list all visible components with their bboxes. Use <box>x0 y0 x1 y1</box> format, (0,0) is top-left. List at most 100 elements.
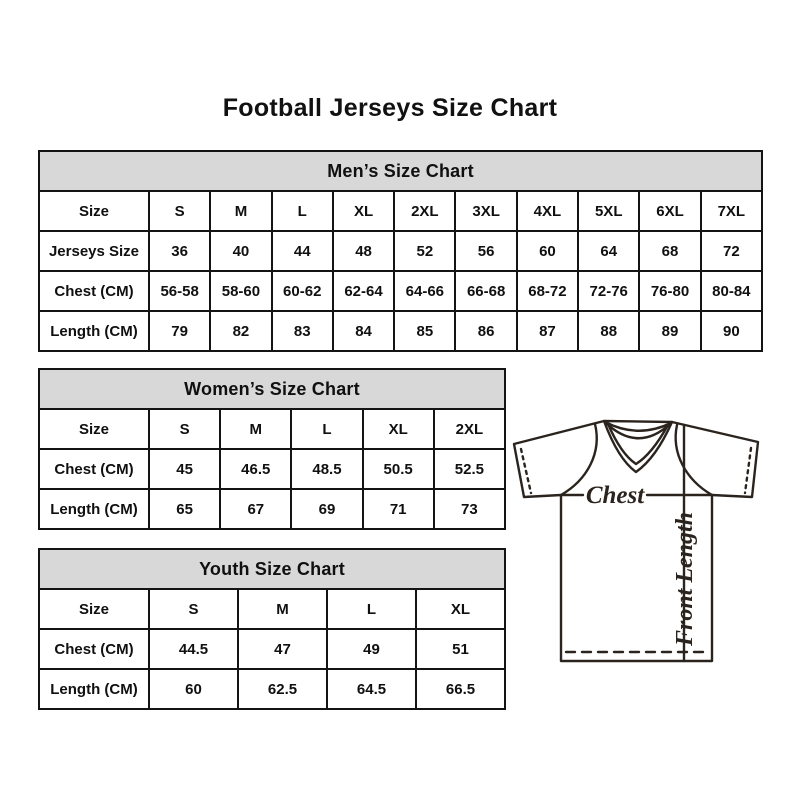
collar-band-arc-1 <box>603 420 673 432</box>
size-value-cell: L <box>326 588 417 630</box>
size-value-cell: L <box>270 190 334 232</box>
table-header-row: Youth Size Chart <box>38 548 506 590</box>
size-value-cell: 48 <box>331 230 396 272</box>
table-row: Jerseys Size 36 40 44 48 52 56 60 64 68 72 <box>38 230 764 272</box>
row-label: Length (CM) <box>38 668 150 710</box>
size-value-cell: 86 <box>454 310 518 352</box>
size-value-cell: 60 <box>515 230 580 272</box>
table-row: Size S M L XL 2XL 3XL 4XL 5XL 6XL 7XL <box>38 190 764 232</box>
size-value-cell: 58-60 <box>209 270 273 312</box>
size-value-cell: 72-76 <box>577 270 641 312</box>
size-value-cell: 82 <box>209 310 273 352</box>
size-value-cell: 89 <box>638 310 702 352</box>
row-label: Chest (CM) <box>38 270 150 312</box>
row-label: Size <box>38 588 150 630</box>
size-value-cell: S <box>147 408 222 450</box>
size-value-cell: 83 <box>270 310 334 352</box>
size-value-cell: 47 <box>237 628 328 670</box>
jersey-diagram-icon: Chest Front Length <box>512 419 760 663</box>
row-label: Jerseys Size <box>38 230 150 272</box>
right-cuff-stitch-dashes <box>743 446 753 495</box>
row-label: Chest (CM) <box>38 628 150 670</box>
womens-table-title: Women’s Size Chart <box>38 368 506 410</box>
size-value-cell: 62-64 <box>331 270 396 312</box>
size-value-cell: M <box>237 588 328 630</box>
size-value-cell: XL <box>331 190 396 232</box>
size-value-cell: 40 <box>209 230 273 272</box>
table-header-row: Men’s Size Chart <box>38 150 763 192</box>
size-value-cell: 3XL <box>454 190 518 232</box>
size-value-cell: 44 <box>270 230 334 272</box>
size-value-cell: 56-58 <box>147 270 212 312</box>
size-value-cell: 80-84 <box>699 270 764 312</box>
row-label: Size <box>38 408 150 450</box>
size-value-cell: XL <box>415 588 506 630</box>
size-value-cell: 60-62 <box>270 270 334 312</box>
mens-table-title: Men’s Size Chart <box>38 150 763 192</box>
size-value-cell: 65 <box>147 488 222 530</box>
table-row: Chest (CM) 44.5 47 49 51 <box>38 628 506 670</box>
youth-size-table: Youth Size Chart Size S M L XL Chest (CM) 44.5… <box>38 548 506 710</box>
size-value-cell: 48.5 <box>290 448 364 490</box>
size-value-cell: 44.5 <box>148 628 239 670</box>
size-value-cell: 76-80 <box>638 270 702 312</box>
left-cuff-stitch-dashes <box>519 447 533 495</box>
size-value-cell: 64.5 <box>326 668 417 710</box>
size-value-cell: XL <box>361 408 435 450</box>
jersey-measurement-diagram: Chest Front Length <box>504 411 768 669</box>
chest-label: Chest <box>586 482 645 509</box>
left-armhole-seam <box>559 422 598 497</box>
size-value-cell: 73 <box>432 488 507 530</box>
size-value-cell: 51 <box>415 628 506 670</box>
size-value-cell: 5XL <box>577 190 641 232</box>
size-value-cell: 66.5 <box>415 668 506 710</box>
size-value-cell: 2XL <box>393 190 457 232</box>
table-row: Length (CM) 60 62.5 64.5 66.5 <box>38 668 506 710</box>
table-row: Size S M L XL 2XL <box>38 408 507 450</box>
size-value-cell: 60 <box>148 668 239 710</box>
size-value-cell: 85 <box>393 310 457 352</box>
womens-size-table: Women’s Size Chart Size S M L XL 2XL Chest (CM… <box>38 368 507 530</box>
size-value-cell: 79 <box>147 310 212 352</box>
collar-band-arc-2 <box>604 421 672 440</box>
size-value-cell: 36 <box>147 230 212 272</box>
size-value-cell: S <box>148 588 239 630</box>
row-label: Size <box>38 190 150 232</box>
jersey-outline-path <box>512 419 760 663</box>
size-value-cell: 68 <box>638 230 702 272</box>
size-value-cell: 2XL <box>432 408 507 450</box>
size-value-cell: 62.5 <box>237 668 328 710</box>
size-value-cell: 56 <box>454 230 518 272</box>
vneck-outer-path <box>602 419 674 474</box>
size-value-cell: L <box>290 408 364 450</box>
size-value-cell: M <box>219 408 293 450</box>
size-value-cell: M <box>209 190 273 232</box>
right-armhole-seam <box>674 423 714 497</box>
size-value-cell: 88 <box>577 310 641 352</box>
size-value-cell: 46.5 <box>219 448 293 490</box>
size-value-cell: 69 <box>290 488 364 530</box>
size-value-cell: 45 <box>147 448 222 490</box>
table-row: Chest (CM) 45 46.5 48.5 50.5 52.5 <box>38 448 507 490</box>
size-value-cell: 50.5 <box>361 448 435 490</box>
table-row: Size S M L XL <box>38 588 506 630</box>
size-value-cell: 64-66 <box>393 270 457 312</box>
size-value-cell: 52 <box>393 230 457 272</box>
size-value-cell: 52.5 <box>432 448 507 490</box>
row-label: Length (CM) <box>38 310 150 352</box>
size-value-cell: 67 <box>219 488 293 530</box>
size-value-cell: 84 <box>331 310 396 352</box>
size-value-cell: 87 <box>515 310 580 352</box>
table-header-row: Women’s Size Chart <box>38 368 506 410</box>
table-row: Chest (CM) 56-58 58-60 60-62 62-64 64-66 66-68… <box>38 270 764 312</box>
youth-table-title: Youth Size Chart <box>38 548 506 590</box>
size-value-cell: 4XL <box>515 190 580 232</box>
size-value-cell: 64 <box>577 230 641 272</box>
front-length-label: Front Length <box>672 512 698 647</box>
table-row: Length (CM) 65 67 69 71 73 <box>38 488 507 530</box>
size-value-cell: 72 <box>699 230 764 272</box>
row-label: Length (CM) <box>38 488 150 530</box>
size-value-cell: 66-68 <box>454 270 518 312</box>
table-row: Length (CM) 79 82 83 84 85 86 87 88 89 90 <box>38 310 764 352</box>
